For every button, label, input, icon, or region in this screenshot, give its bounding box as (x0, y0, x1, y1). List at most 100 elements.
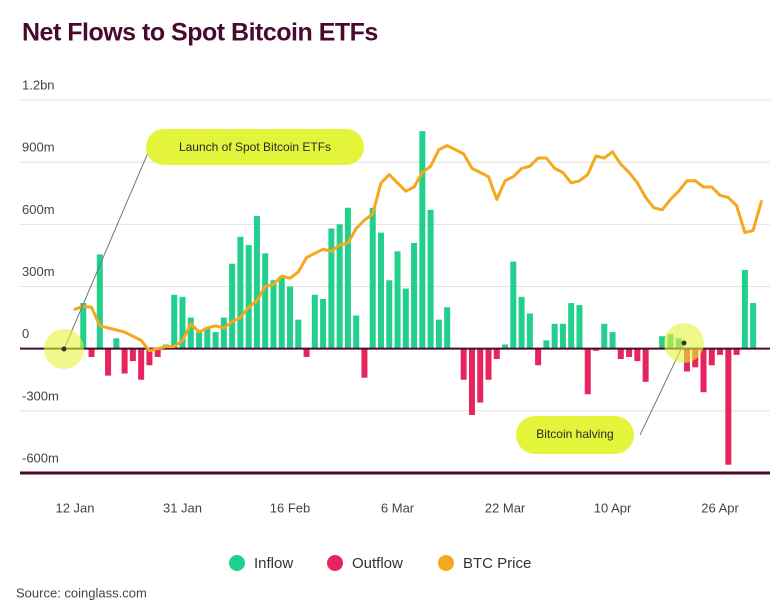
bar (237, 236, 244, 349)
y-tick-label: -600m (22, 450, 59, 465)
y-tick-label: 0 (22, 326, 29, 341)
bar (303, 348, 310, 357)
annotation-dot (61, 346, 67, 352)
plot-area: -600m -300m 0 300m 600m 900m 1.2bn 12 Jan 31 Jan… (20, 77, 770, 515)
y-tick-label: 300m (22, 264, 55, 279)
bar (468, 348, 475, 415)
bar (386, 280, 393, 349)
bar (121, 348, 128, 374)
bar (518, 296, 525, 349)
bar (444, 307, 451, 349)
bar (576, 305, 583, 349)
bar (626, 348, 633, 357)
bar (717, 348, 724, 355)
legend-label: Outflow (352, 555, 403, 572)
annotation-halving: Bitcoin halving (516, 323, 704, 454)
y-tick-label: -300m (22, 388, 59, 403)
bar (725, 348, 732, 465)
bar (253, 216, 260, 349)
bar (634, 348, 641, 362)
bar (96, 254, 103, 349)
bar (229, 263, 236, 349)
bar (171, 294, 178, 349)
bar (129, 348, 136, 362)
x-tick-label: 16 Feb (270, 500, 310, 515)
bar (543, 340, 550, 349)
annotation-bubble (146, 129, 364, 165)
legend-swatch (229, 555, 245, 571)
bar (535, 348, 542, 366)
bar (411, 242, 418, 349)
legend-swatch (438, 555, 454, 571)
source: Source: coinglass.com (16, 585, 147, 600)
bar (427, 209, 434, 349)
bar (278, 276, 285, 349)
x-tick-label: 6 Mar (381, 500, 415, 515)
bar (402, 288, 409, 349)
annotation-pointer (63, 147, 151, 350)
bar (295, 319, 302, 349)
bar (212, 332, 219, 349)
bar (105, 348, 112, 376)
bar (435, 319, 442, 349)
bar (568, 303, 575, 349)
bar (460, 348, 467, 380)
legend-swatch (327, 555, 343, 571)
bar (311, 294, 318, 349)
bar (551, 323, 558, 349)
x-tick-label: 26 Apr (701, 500, 739, 515)
bar (369, 207, 376, 349)
bar (88, 348, 95, 357)
annotation-launch: Launch of Spot Bitcoin ETFs (44, 129, 364, 369)
bar (287, 286, 294, 349)
bar (741, 269, 748, 349)
bar (262, 253, 269, 349)
bar (146, 348, 153, 366)
bar (328, 228, 335, 349)
bar (700, 348, 707, 393)
bar (502, 344, 509, 349)
y-tick-label: 600m (22, 202, 55, 217)
bar (220, 317, 227, 349)
bar (196, 332, 203, 349)
bar (154, 348, 161, 357)
bar (377, 232, 384, 349)
bar (510, 261, 517, 349)
annotation-text: Launch of Spot Bitcoin ETFs (179, 140, 331, 154)
bar (584, 348, 591, 395)
x-tick-label: 31 Jan (163, 500, 202, 515)
bar (245, 245, 252, 349)
bar (138, 348, 145, 380)
bar (336, 224, 343, 349)
bar (394, 251, 401, 349)
bar (559, 323, 566, 349)
bar (113, 338, 120, 349)
bar (485, 348, 492, 380)
bar (593, 348, 600, 351)
bar (270, 280, 277, 349)
x-tick-label: 10 Apr (594, 500, 632, 515)
annotation-dot (681, 340, 687, 346)
bar (80, 303, 87, 349)
bar (187, 317, 194, 349)
bar (526, 313, 533, 349)
bar (493, 348, 500, 360)
y-tick-label: 900m (22, 140, 55, 155)
bar (733, 348, 740, 355)
legend-label: Inflow (254, 555, 293, 572)
legend-label: BTC Price (463, 555, 531, 572)
bar (617, 348, 624, 360)
annotation-text: Bitcoin halving (536, 427, 613, 441)
bar (750, 303, 757, 349)
bar (642, 348, 649, 382)
bar (477, 348, 484, 403)
bar (659, 336, 666, 349)
bar (353, 315, 360, 349)
bar (320, 298, 327, 349)
bar (601, 323, 608, 349)
bar (204, 327, 211, 349)
y-tick-label: 1.2bn (22, 77, 55, 92)
bar (708, 348, 715, 366)
price-line (73, 144, 763, 353)
